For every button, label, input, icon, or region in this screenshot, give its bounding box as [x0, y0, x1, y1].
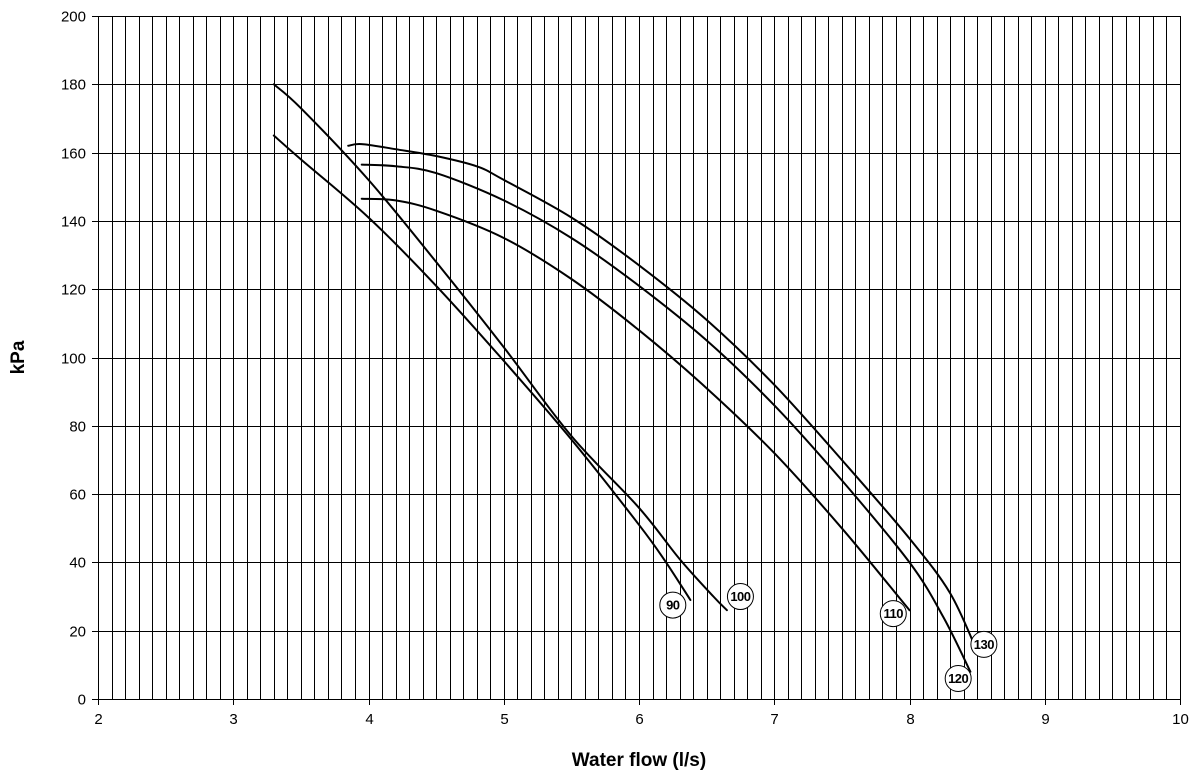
curve-label-110: 110: [884, 606, 904, 621]
series-group: [272, 83, 979, 673]
x-tick-label: 7: [770, 711, 778, 728]
y-tick-label: 20: [69, 624, 86, 641]
x-tick-label: 8: [906, 711, 914, 728]
x-tick-label: 3: [229, 711, 237, 728]
y-tick-label: 80: [69, 419, 86, 436]
x-tick-label: 9: [1041, 711, 1049, 728]
curve-label-circle-100: [726, 583, 754, 611]
axes: 0 20 40 60 80 100 120 140 160 180 200 2 3 4 5 6 7 8 9 10: [61, 9, 1189, 729]
curve-label-circle-90: [659, 591, 687, 619]
y-tick-label: 180: [61, 77, 86, 94]
y-tick-label: 40: [69, 555, 86, 572]
curve-label-circle-110: [879, 600, 907, 628]
y-axis-title: kPa: [8, 340, 29, 374]
series-line-100: [272, 83, 728, 612]
y-tick-label: 120: [61, 282, 86, 299]
curve-label-100: 100: [730, 589, 750, 604]
x-tick-label: 6: [635, 711, 643, 728]
y-tick-label: 100: [61, 351, 86, 368]
series-line-110: [360, 197, 911, 612]
x-tick-label: 10: [1172, 711, 1189, 728]
curve-label-130: 130: [974, 637, 994, 652]
curve-label-120: 120: [948, 671, 968, 686]
y-tick-label: 200: [61, 9, 86, 26]
curve-label-circle-120: [944, 665, 972, 693]
y-tick-label: 140: [61, 214, 86, 231]
y-tick-label: 160: [61, 146, 86, 163]
x-tick-label: 2: [94, 711, 102, 728]
y-tick-label: 60: [69, 487, 86, 504]
x-tick-label: 4: [365, 711, 373, 728]
curve-label-circle-130: [970, 630, 998, 658]
series-line-120: [360, 163, 972, 673]
series-line-90: [272, 134, 692, 601]
curve-labels: 90 100 110 120 130: [659, 583, 998, 693]
curve-label-90: 90: [666, 598, 680, 613]
x-tick-label: 5: [500, 711, 508, 728]
series-line-130: [347, 142, 979, 653]
grid: [98, 16, 1181, 700]
y-tick-label: 0: [78, 692, 86, 709]
x-axis-title: Water flow (l/s): [572, 750, 706, 771]
